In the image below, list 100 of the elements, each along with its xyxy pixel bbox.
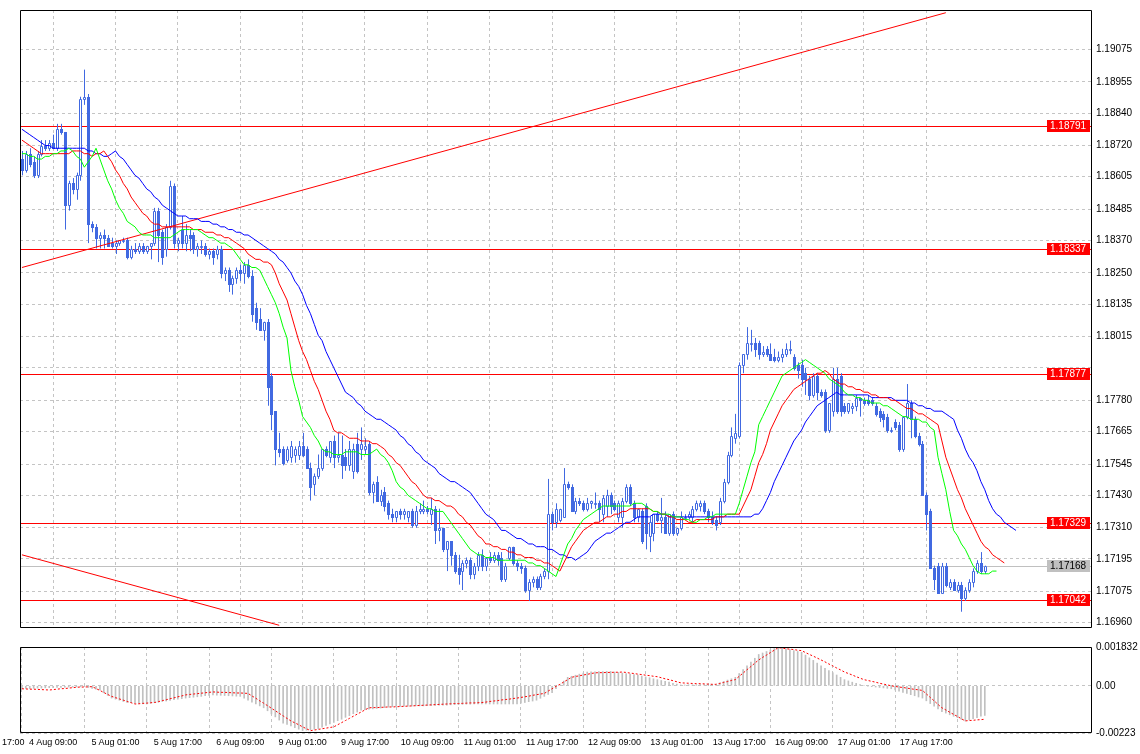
y-tick-label: 1.18605 <box>1096 170 1133 182</box>
candlestick <box>477 551 480 572</box>
candlestick <box>758 340 761 361</box>
y-tick-label: 1.17075 <box>1096 585 1133 597</box>
candlestick <box>816 372 819 401</box>
candlestick <box>461 559 464 591</box>
candlestick <box>95 223 98 250</box>
candlestick <box>165 223 168 258</box>
y-tick-label: 1.17195 <box>1096 552 1133 564</box>
candlestick <box>344 448 347 472</box>
x-tick-label: 4 Aug 09:00 <box>29 736 78 747</box>
candlestick <box>555 502 558 529</box>
candlestick <box>192 231 195 255</box>
candlestick <box>563 467 566 518</box>
x-tick-label: 13 Aug 17:00 <box>712 736 766 747</box>
candlestick <box>606 489 609 518</box>
y-tick-label: 1.18840 <box>1096 106 1133 118</box>
y-tick-label: 1.17430 <box>1096 488 1133 500</box>
x-tick-label: 5 Aug 17:00 <box>153 736 202 747</box>
candlestick <box>153 207 156 247</box>
y-tick-label: 0.001832 <box>1096 640 1139 652</box>
candlestick <box>442 527 445 553</box>
ref-line-label: 1.18337 <box>1050 243 1087 255</box>
x-tick-label: 11 Aug 17:00 <box>525 736 579 747</box>
candlestick <box>181 215 184 250</box>
ref-line-label: 1.18791 <box>1050 120 1087 132</box>
candlestick <box>469 557 472 580</box>
candlestick <box>660 497 663 534</box>
x-tick-label: 13 Aug 01:00 <box>650 736 704 747</box>
candlestick <box>594 491 597 510</box>
y-tick-label: -0.00223 <box>1096 726 1136 738</box>
x-tick-label: 17 Aug 01:00 <box>837 736 891 747</box>
candlestick <box>680 510 683 531</box>
candlestick <box>411 508 414 529</box>
x-tick-label: 5 Aug 01:00 <box>91 736 140 747</box>
candlestick <box>21 150 24 176</box>
y-tick-label: 1.18015 <box>1096 330 1133 342</box>
candlestick <box>481 548 484 572</box>
candlestick <box>434 505 437 545</box>
candlestick <box>352 443 355 480</box>
candlestick <box>504 562 507 583</box>
candlestick <box>56 123 59 152</box>
y-tick-label: 1.17665 <box>1096 425 1133 437</box>
y-tick-label: 1.19075 <box>1096 43 1133 55</box>
y-tick-label: 1.18485 <box>1096 202 1133 214</box>
y-tick-label: 1.16960 <box>1096 616 1133 628</box>
candlestick <box>804 367 807 396</box>
x-tick-label: 16 Aug 09:00 <box>775 736 829 747</box>
candlestick <box>298 440 301 461</box>
candlestick <box>290 440 293 464</box>
text: 17:00 <box>2 736 25 747</box>
candlestick <box>458 554 461 586</box>
line-series <box>21 647 986 732</box>
candlestick <box>629 483 632 507</box>
candlestick <box>259 307 262 331</box>
candlestick <box>547 478 550 580</box>
candlestick <box>103 229 106 250</box>
ref-line-label: 1.17042 <box>1050 594 1087 606</box>
candlestick <box>664 510 667 534</box>
x-tick-label: 9 Aug 01:00 <box>278 736 327 747</box>
y-tick-label: 1.18720 <box>1096 139 1133 151</box>
x-tick-label: 11 Aug 01:00 <box>463 736 516 747</box>
candlestick <box>972 567 975 588</box>
y-tick-label: 1.18955 <box>1096 75 1133 87</box>
candlestick <box>341 435 344 480</box>
candlestick <box>750 329 753 353</box>
candlestick <box>333 435 336 469</box>
candlestick <box>415 505 418 529</box>
candlestick <box>337 432 340 464</box>
y-tick-label: 1.18370 <box>1096 234 1133 246</box>
candlestick <box>25 150 28 174</box>
candlestick <box>348 440 351 472</box>
x-tick-label: 12 Aug 09:00 <box>587 736 641 747</box>
candlestick <box>812 372 815 399</box>
candlestick <box>228 267 231 293</box>
candlestick <box>754 337 757 358</box>
x-tick-label: 17 Aug 17:00 <box>899 736 953 747</box>
candlestick <box>668 513 671 537</box>
candlestick <box>243 261 246 285</box>
candlestick <box>524 565 527 594</box>
candlestick <box>189 229 192 252</box>
x-tick-label: 9 Aug 17:00 <box>340 736 390 747</box>
ref-line-label: 1.17877 <box>1050 368 1087 380</box>
candlestick <box>980 551 983 575</box>
candlestick <box>941 562 944 594</box>
y-tick-label: 1.18135 <box>1096 297 1133 309</box>
candlestick <box>185 223 188 252</box>
x-tick-label: 10 Aug 09:00 <box>400 736 454 747</box>
ref-line-label: 1.17329 <box>1050 517 1087 529</box>
candlestick <box>602 494 605 523</box>
y-tick-label: 1.17310 <box>1096 521 1133 533</box>
candlestick <box>33 155 36 179</box>
y-tick-label: 0.00 <box>1096 679 1116 691</box>
candlestick <box>282 445 285 466</box>
y-tick-label: 1.18250 <box>1096 266 1133 278</box>
candlestick <box>376 475 379 502</box>
candlestick <box>886 413 889 434</box>
candlestick <box>126 237 129 260</box>
x-tick-label: 6 Aug 09:00 <box>216 736 265 747</box>
y-tick-label: 1.17545 <box>1096 457 1133 469</box>
